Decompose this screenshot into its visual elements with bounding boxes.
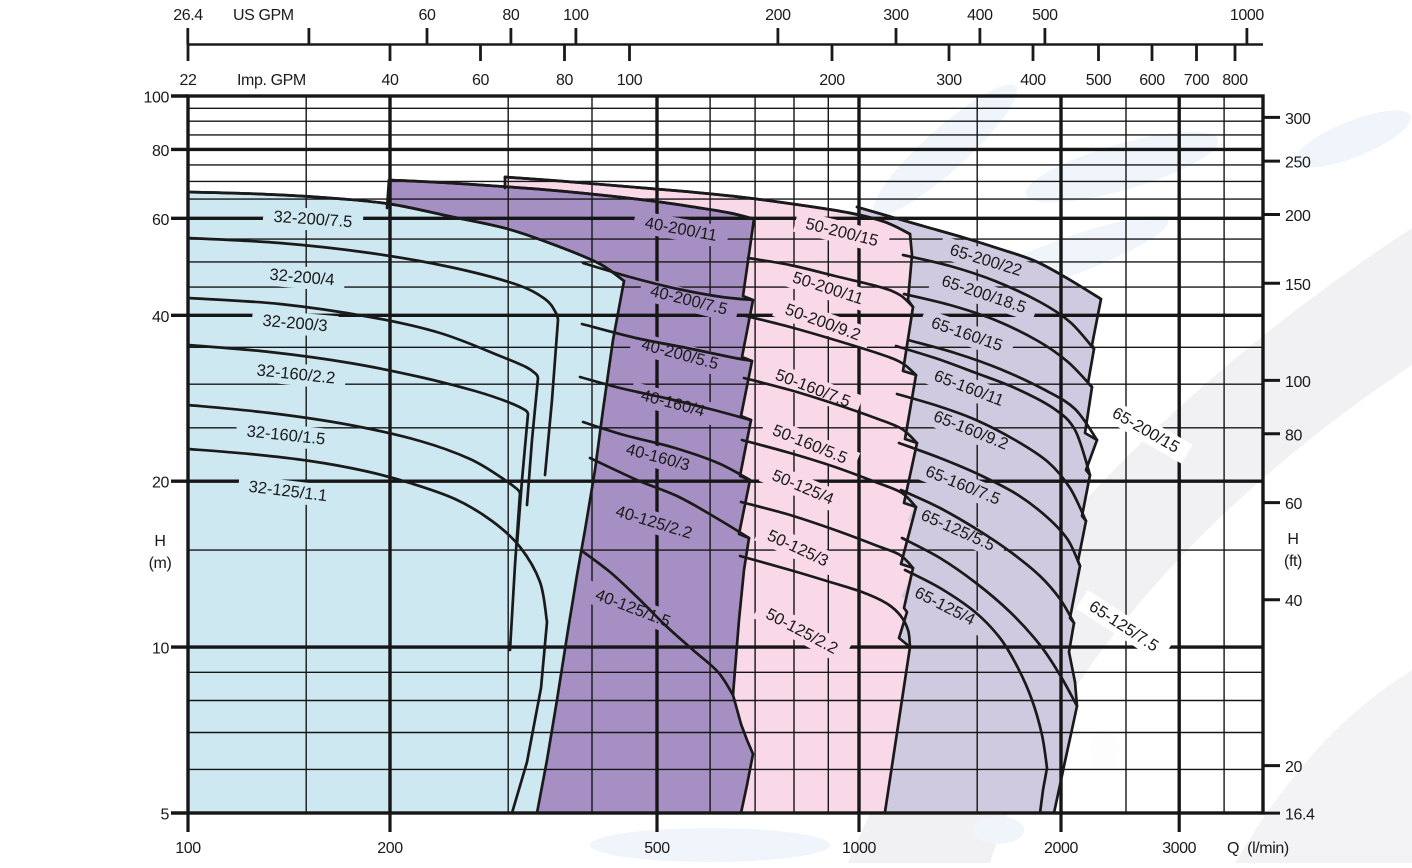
- svg-text:80: 80: [1285, 427, 1302, 444]
- svg-text:60: 60: [472, 72, 489, 89]
- svg-text:800: 800: [1222, 72, 1248, 89]
- svg-text:150: 150: [1285, 277, 1311, 294]
- svg-text:Q (l/min): Q (l/min): [1227, 840, 1289, 857]
- svg-text:700: 700: [1184, 72, 1210, 89]
- svg-text:26.4: 26.4: [173, 7, 203, 24]
- svg-text:US GPM: US GPM: [233, 7, 294, 24]
- svg-text:100: 100: [144, 90, 170, 107]
- svg-text:40: 40: [382, 72, 399, 89]
- svg-text:(m): (m): [149, 555, 172, 572]
- svg-text:300: 300: [936, 72, 962, 89]
- svg-text:22: 22: [180, 72, 197, 89]
- svg-text:3000: 3000: [1162, 840, 1196, 857]
- svg-text:2000: 2000: [1044, 840, 1078, 857]
- svg-text:H: H: [154, 533, 165, 550]
- svg-text:16.4: 16.4: [1285, 807, 1315, 824]
- svg-text:80: 80: [502, 7, 519, 24]
- svg-text:40: 40: [152, 309, 169, 326]
- svg-text:H: H: [1287, 531, 1298, 548]
- svg-text:100: 100: [1285, 374, 1311, 391]
- svg-text:10: 10: [152, 641, 169, 658]
- svg-text:20: 20: [1285, 759, 1302, 776]
- svg-text:80: 80: [556, 72, 573, 89]
- svg-text:200: 200: [1285, 208, 1311, 225]
- svg-text:500: 500: [1086, 72, 1112, 89]
- svg-text:60: 60: [1285, 496, 1302, 513]
- svg-text:400: 400: [967, 7, 993, 24]
- svg-text:20: 20: [152, 475, 169, 492]
- svg-text:300: 300: [1285, 111, 1311, 128]
- svg-text:600: 600: [1139, 72, 1165, 89]
- svg-text:60: 60: [152, 212, 169, 229]
- svg-text:500: 500: [1032, 7, 1058, 24]
- svg-text:200: 200: [377, 840, 403, 857]
- svg-text:80: 80: [152, 143, 169, 160]
- svg-text:Imp. GPM: Imp. GPM: [237, 72, 306, 89]
- svg-text:1000: 1000: [1230, 7, 1264, 24]
- svg-text:40: 40: [1285, 593, 1302, 610]
- svg-text:500: 500: [644, 840, 670, 857]
- svg-text:5: 5: [161, 807, 170, 824]
- svg-text:400: 400: [1020, 72, 1046, 89]
- svg-text:1000: 1000: [842, 840, 876, 857]
- svg-text:250: 250: [1285, 155, 1311, 172]
- svg-text:100: 100: [175, 840, 201, 857]
- svg-text:300: 300: [883, 7, 909, 24]
- svg-text:(ft): (ft): [1284, 553, 1302, 570]
- svg-text:100: 100: [563, 7, 589, 24]
- svg-text:200: 200: [819, 72, 845, 89]
- svg-text:200: 200: [765, 7, 791, 24]
- svg-text:100: 100: [617, 72, 643, 89]
- svg-text:60: 60: [419, 7, 436, 24]
